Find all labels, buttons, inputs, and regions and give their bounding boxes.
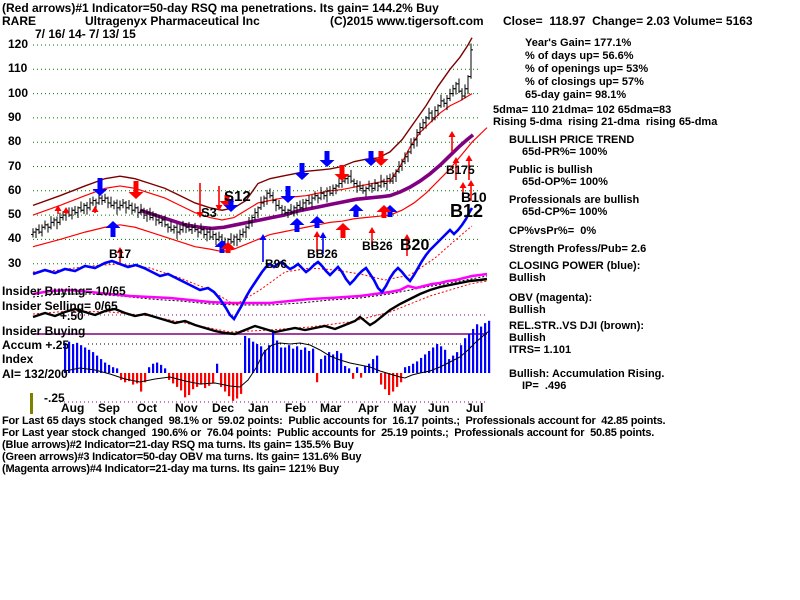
copyright-text: (C)2015 www.tigersoft.com [330,14,484,28]
stats-line: Strength Profess/Pub= 2.6 [509,243,647,255]
indicator-label: Accum +.25 [2,338,70,352]
signal-label: B10 [461,189,487,205]
stats-line: CLOSING POWER (blue): [509,260,641,272]
signal-label: B20 [400,237,430,254]
footer-line: For Last year stock changed 190.6% or 76… [2,427,655,439]
month-label: Jun [428,401,450,415]
footer-line: (Green arrows)#3 Indicator=50-day OBV ma… [2,451,362,463]
indicator-label: AI= 132/200 [2,367,68,381]
signal-label: B17 [109,247,132,261]
stats-line: 65d-PR%= 100% [522,146,608,158]
price-tick-label: 80 [8,134,22,149]
stats-line: Bullish [509,304,546,316]
price-tick-label: 110 [8,61,28,76]
signal-label: B96 [265,257,288,271]
stats-line: Year's Gain= 177.1% [525,37,632,49]
stats-line: 65-day gain= 98.1% [525,89,627,101]
month-label: Nov [175,401,198,415]
stats-line: Public is bullish [509,164,593,176]
month-label: Oct [137,401,158,415]
price-tick-label: 30 [8,255,22,270]
stats-line: OBV (magenta): [509,292,593,304]
stats-line: CP%vsPr%= 0% [509,225,597,237]
footer-line: For Last 65 days stock changed 98.1% or … [2,415,666,427]
price-tick-label: 120 [8,37,29,51]
signal-label: B12 [450,201,484,221]
month-label: Jan [248,401,269,415]
stats-line: IP= .496 [522,380,567,392]
month-label: Feb [285,401,307,415]
signal-label: S12 [224,188,251,205]
month-label: Sep [98,401,121,415]
ticker-symbol: RARE [2,14,37,28]
stats-line: % of days up= 56.6% [525,50,634,62]
stats-line: Bullish: Accumulation Rising. [509,368,665,380]
stats-line: ITRS= 1.101 [509,344,572,356]
signal-label: BB26 [307,247,338,261]
stats-line: Rising 5-dma rising 21-dma rising 65-dma [493,116,718,128]
indicator-label: -.25 [44,391,65,405]
stats-line: 65d-OP%= 100% [522,176,608,188]
signal-label: S3 [201,205,217,220]
stats-line: % of closings up= 57% [525,76,644,88]
stats-line: REL.STR..VS DJI (brown): [509,320,645,332]
price-tick-label: 100 [8,85,29,100]
footer-line: (Magenta arrows)#4 Indicator=21-day ma t… [2,463,339,475]
stats-line: Professionals are bullish [509,194,640,206]
indicator-label: Insider Buying= 10/65 [2,284,126,298]
month-label: Apr [358,401,379,415]
stats-line: Bullish [509,272,546,284]
quote-stats: Close= 118.97 Change= 2.03 Volume= 5163 [503,14,753,28]
price-tick-label: 60 [8,182,22,197]
price-tick-label: 40 [8,231,22,246]
indicator-label: Index [2,352,34,366]
month-label: May [393,401,417,415]
indicator-label: Insider Buying [2,324,86,338]
company-name: Ultragenyx Pharmaceutical Inc [85,14,260,28]
footer-line: (Blue arrows)#2 Indicator=21-day RSQ ma … [2,439,354,451]
stats-line: % of openings up= 53% [525,63,649,75]
header-indicator-line: (Red arrows)#1 Indicator=50-day RSQ ma p… [2,1,439,15]
signal-label: B175 [446,163,475,177]
month-label: Jul [466,401,484,415]
indicator-label: Insider Selling= 0/65 [2,299,118,313]
month-label: Mar [320,401,342,415]
month-label: Dec [212,401,235,415]
stats-line: 5dma= 110 21dma= 102 65dma=83 [493,104,672,116]
price-tick-label: 90 [8,109,22,124]
date-range: 7/ 16/ 14- 7/ 13/ 15 [35,27,136,41]
price-tick-label: 70 [8,158,22,173]
indicator-label: +.50 [60,309,84,323]
signal-label: BB26 [362,239,393,253]
stats-line: 65d-CP%= 100% [522,206,608,218]
stats-line: Bullish [509,332,546,344]
month-label: Aug [61,401,85,415]
price-tick-label: 50 [8,207,22,222]
stats-line: BULLISH PRICE TREND [509,134,635,146]
